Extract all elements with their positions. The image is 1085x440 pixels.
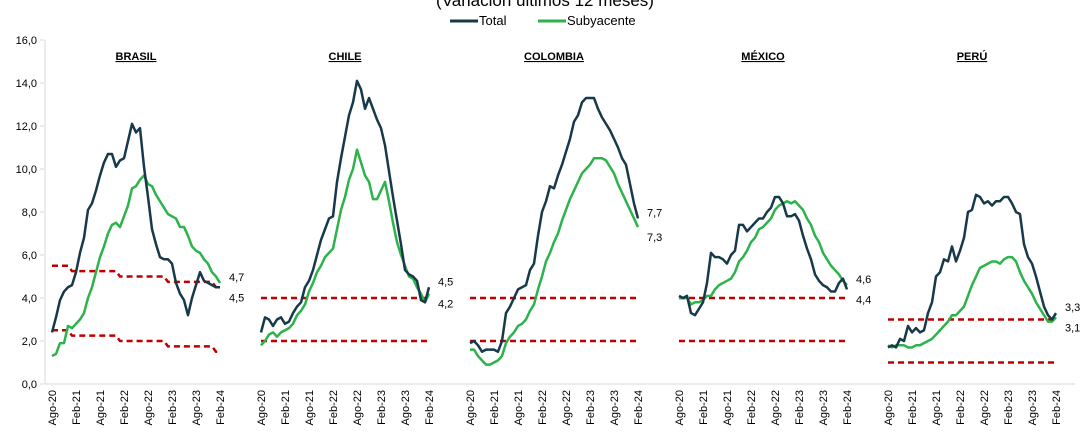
y-tick-label: 8,0 (22, 207, 37, 219)
x-tick-label: Feb-23 (585, 390, 597, 425)
x-tick-label: Ago-22 (979, 390, 991, 425)
x-tick-label: Ago-23 (818, 390, 830, 425)
series-line (51, 174, 222, 358)
x-tick-label: Ago-20 (256, 390, 268, 425)
x-tick-label: Ago-22 (352, 390, 364, 425)
x-tick-label: Feb-24 (215, 390, 227, 425)
panel-title: MÉXICO (741, 50, 785, 63)
x-tick-label: Feb-23 (167, 390, 179, 425)
series-line (679, 200, 848, 306)
x-tick-label: Feb-24 (1051, 390, 1063, 425)
series-line (887, 193, 1058, 349)
x-tick-label: Feb-21 (907, 390, 919, 425)
series-line (259, 79, 431, 333)
x-tick-label: Ago-23 (191, 390, 203, 425)
x-tick-label: Feb-22 (746, 390, 758, 425)
x-tick-label: Feb-21 (71, 390, 83, 425)
panel-title: COLOMBIA (524, 51, 584, 63)
value-label: 3,3 (1065, 302, 1080, 314)
target-band (52, 264, 220, 289)
x-tick-label: Feb-22 (537, 390, 549, 425)
x-tick-label: Ago-20 (47, 390, 59, 425)
y-tick-label: 2,0 (22, 336, 37, 348)
x-tick-label: Ago-20 (883, 390, 895, 425)
panel-title: BRASIL (116, 51, 157, 63)
x-tick-label: Ago-22 (143, 390, 155, 425)
chart-title: (Variación últimos 12 meses) (436, 0, 654, 10)
x-tick-label: Feb-22 (328, 390, 340, 425)
legend-label: Subyacente (567, 13, 636, 28)
value-label: 4,5 (438, 276, 453, 288)
x-tick-label: Ago-21 (95, 390, 107, 425)
value-label: 4,6 (856, 274, 871, 286)
y-tick-label: 12,0 (16, 121, 37, 133)
y-tick-label: 14,0 (16, 78, 37, 90)
x-tick-label: Ago-21 (931, 390, 943, 425)
x-tick-label: Ago-23 (1027, 390, 1039, 425)
x-tick-label: Feb-22 (119, 390, 131, 425)
x-tick-label: Feb-24 (424, 390, 436, 425)
x-tick-label: Ago-23 (609, 390, 621, 425)
x-tick-label: Ago-21 (304, 390, 316, 425)
series-line (470, 157, 640, 366)
series-line (260, 148, 431, 347)
value-label: 3,1 (1065, 322, 1080, 334)
x-tick-label: Ago-21 (722, 390, 734, 425)
panel-title: CHILE (329, 51, 362, 63)
target-band (52, 329, 220, 353)
x-tick-label: Ago-20 (674, 390, 686, 425)
x-tick-label: Feb-21 (698, 390, 710, 425)
x-tick-label: Feb-22 (955, 390, 967, 425)
value-label: 4,2 (438, 299, 453, 311)
value-label: 4,7 (229, 272, 244, 284)
series-line (50, 122, 220, 333)
panel-title: PERÚ (957, 50, 988, 63)
x-tick-label: Feb-21 (489, 390, 501, 425)
value-label: 4,4 (856, 294, 871, 306)
x-tick-label: Ago-21 (513, 390, 525, 425)
series-line (678, 195, 849, 317)
x-tick-label: Feb-24 (633, 390, 645, 425)
y-tick-label: 4,0 (22, 293, 37, 305)
value-label: 7,3 (647, 232, 662, 244)
x-tick-label: Feb-23 (794, 390, 806, 425)
x-tick-label: Ago-22 (561, 390, 573, 425)
x-tick-label: Ago-23 (400, 390, 412, 425)
series-line (887, 255, 1057, 349)
value-label: 7,7 (647, 207, 662, 219)
x-tick-label: Feb-21 (280, 390, 292, 425)
value-label: 4,5 (229, 292, 244, 304)
x-tick-label: Feb-23 (1003, 390, 1015, 425)
y-tick-label: 0,0 (22, 379, 37, 391)
y-tick-label: 6,0 (22, 250, 37, 262)
x-tick-label: Ago-20 (465, 390, 477, 425)
legend-label: Total (479, 13, 507, 28)
x-tick-label: Ago-22 (770, 390, 782, 425)
x-tick-label: Feb-23 (376, 390, 388, 425)
series-line (469, 96, 640, 353)
x-tick-label: Feb-24 (842, 390, 854, 425)
y-tick-label: 16,0 (16, 35, 37, 47)
y-tick-label: 10,0 (16, 164, 37, 176)
